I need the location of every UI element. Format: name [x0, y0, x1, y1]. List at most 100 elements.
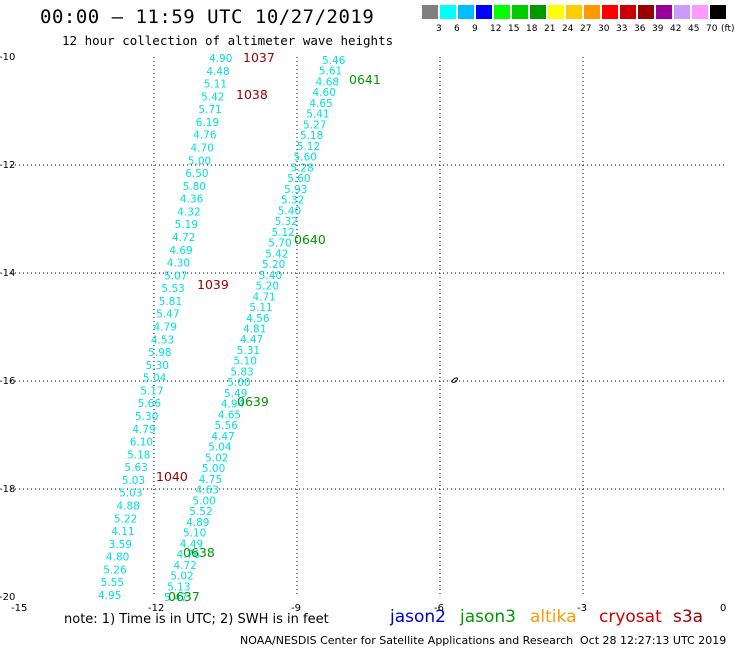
- wave-height-value: 4.72: [173, 560, 196, 572]
- wave-height-value: 5.81: [159, 296, 182, 308]
- legend-swatch: [602, 5, 618, 19]
- wave-height-value: 5.66: [138, 398, 162, 410]
- legend-label: 42: [670, 24, 682, 34]
- jason3-pass-time: 0639: [237, 394, 269, 409]
- legend-label: 24: [562, 24, 574, 34]
- wave-height-value: 5.00: [188, 155, 211, 167]
- wave-height-value: 5.98: [148, 347, 171, 359]
- legend-label: 30: [598, 24, 610, 34]
- y-tick-label: -20: [0, 592, 15, 603]
- wave-height-value: 5.56: [215, 420, 239, 432]
- wave-height-value: 5.71: [198, 104, 221, 116]
- x-tick-label: -9: [291, 603, 301, 614]
- mission-label-jason2: jason2: [390, 607, 446, 627]
- wave-height-value: 5.04: [143, 373, 167, 385]
- wave-height-value: 5.00: [192, 495, 215, 507]
- jason3-pass-time: 0638: [183, 545, 215, 560]
- mission-label-cryosat: cryosat: [599, 607, 662, 627]
- wave-height-value: 5.10: [234, 356, 257, 368]
- wave-height-value: 5.30: [135, 411, 158, 423]
- wave-height-value: 4.65: [218, 409, 241, 421]
- legend-swatch: [476, 5, 492, 19]
- page-subtitle: 12 hour collection of altimeter wave hei…: [62, 33, 394, 48]
- wave-height-value: 5.41: [306, 109, 329, 121]
- legend-label: 27: [580, 24, 592, 34]
- wave-height-value: 5.27: [303, 119, 326, 131]
- x-tick-label: 0: [720, 603, 726, 614]
- legend-swatch: [512, 5, 528, 19]
- legend-label: 45: [688, 24, 700, 34]
- cryosat-track: 4.904.485.115.425.716.194.764.705.006.50…: [98, 53, 232, 602]
- y-tick-label: -12: [0, 160, 15, 171]
- wave-height-value: 5.02: [205, 452, 228, 464]
- wave-height-value: 4.72: [172, 232, 195, 244]
- wave-height-value: 6.50: [185, 168, 208, 180]
- wave-height-value: 5.02: [170, 571, 193, 583]
- wave-height-value: 4.79: [132, 424, 155, 436]
- wave-height-value: 5.63: [124, 462, 147, 474]
- jason3-pass-time: 0637: [168, 589, 200, 604]
- x-tick-label: -3: [577, 603, 587, 614]
- wave-height-value: 4.80: [106, 552, 129, 564]
- legend-swatch: [584, 5, 600, 19]
- wave-height-value: 5.12: [271, 227, 294, 239]
- wave-height-value: 5.40: [259, 270, 282, 282]
- jason3-track: 5.465.614.684.604.655.415.275.185.125.60…: [164, 55, 346, 604]
- legend-label: 12: [490, 24, 502, 34]
- wave-height-value: 5.20: [256, 281, 279, 293]
- wave-height-value: 5.32: [281, 195, 304, 207]
- wave-height-value: 5.60: [287, 173, 310, 185]
- cryosat-pass-time: 1040: [156, 469, 188, 484]
- jason3-pass-time: 0640: [294, 232, 326, 247]
- wave-height-value: 4.63: [196, 485, 219, 497]
- legend-label: 36: [634, 24, 646, 34]
- wave-height-value: 4.65: [309, 98, 332, 110]
- wave-height-value: 5.70: [268, 238, 291, 250]
- wave-height-value: 4.68: [316, 76, 339, 88]
- wave-height-value: 5.31: [237, 345, 260, 357]
- wave-height-value: 5.40: [278, 205, 301, 217]
- legend-label: 70: [706, 24, 718, 34]
- generated-timestamp: Oct 28 12:27:13 UTC 2019: [580, 634, 727, 647]
- wave-height-value: 5.10: [183, 528, 206, 540]
- axis-ticks: -15 -12 -9 -6 -3 0 -10 -12 -14 -16 -18 -20: [0, 52, 726, 614]
- legend-label: 9: [472, 24, 478, 34]
- legend-label: 3: [436, 24, 442, 34]
- legend-label: 33: [616, 24, 628, 34]
- wave-height-value: 4.30: [167, 258, 190, 270]
- wave-height-value: 5.18: [300, 130, 323, 142]
- wave-height-value: 5.03: [119, 488, 142, 500]
- wave-height-value: 4.60: [313, 87, 336, 99]
- wave-height-value: 4.88: [117, 501, 140, 513]
- wave-height-value: 5.03: [122, 475, 145, 487]
- y-tick-label: -18: [0, 484, 15, 495]
- wave-height-value: 4.47: [211, 431, 234, 443]
- cryosat-pass-time: 1038: [236, 87, 268, 102]
- legend-swatch: [710, 5, 726, 19]
- wave-height-value: 4.76: [193, 130, 217, 142]
- wave-height-value: 4.90: [209, 53, 232, 65]
- wave-height-value: 5.42: [265, 248, 288, 260]
- wave-height-value: 4.94: [221, 399, 245, 411]
- cryosat-pass-time: 1039: [197, 277, 229, 292]
- wave-height-value: 4.32: [177, 206, 200, 218]
- wave-height-value: 5.47: [156, 309, 179, 321]
- page-title: 00:00 – 11:59 UTC 10/27/2019: [40, 6, 375, 28]
- wave-height-value: 6.10: [130, 437, 153, 449]
- wave-height-value: 5.04: [208, 442, 232, 454]
- wave-height-value: 4.48: [206, 66, 229, 78]
- wave-height-value: 5.12: [297, 141, 320, 153]
- wave-height-value: 4.81: [243, 324, 266, 336]
- wave-height-value: 5.26: [103, 564, 127, 576]
- wave-height-value: 5.20: [262, 259, 285, 271]
- wave-height-value: 3.59: [109, 539, 132, 551]
- legend-label: 18: [526, 24, 538, 34]
- wave-height-value: 5.46: [322, 55, 346, 67]
- pass-time-labels: 1037 1038 1039 1040 0641 0640 0639 0638 0637: [156, 50, 381, 604]
- legend-label: 39: [652, 24, 664, 34]
- y-tick-label: -10: [0, 52, 15, 63]
- wave-height-value: 5.11: [204, 79, 227, 91]
- wave-height-value: 5.52: [189, 506, 212, 518]
- wave-height-value: 5.49: [224, 388, 247, 400]
